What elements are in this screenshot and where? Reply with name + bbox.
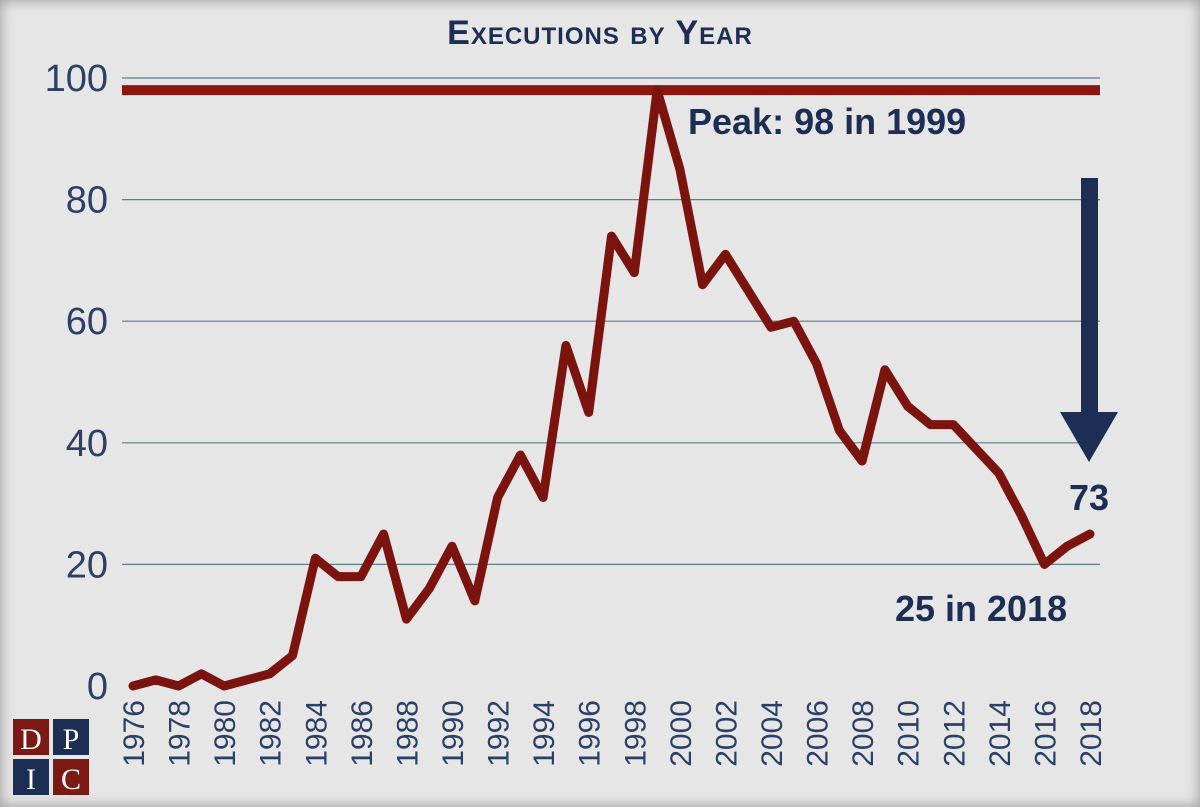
x-tick-label: 2012 xyxy=(938,700,971,767)
y-tick-label: 20 xyxy=(66,544,108,586)
x-tick-label: 1980 xyxy=(209,700,242,767)
y-tick-label: 100 xyxy=(45,58,108,100)
logo-letter-i: I xyxy=(26,763,36,796)
x-tick-label: 1982 xyxy=(255,700,288,767)
x-axis-ticks: 1976 1978 1980 1982 1984 1986 1988 1990 1992 1994… xyxy=(118,700,1108,767)
x-tick-label: 1990 xyxy=(437,700,470,767)
x-tick-label: 2016 xyxy=(1029,700,1062,767)
y-tick-label: 80 xyxy=(66,180,108,222)
x-tick-label: 2000 xyxy=(665,700,698,767)
current-annotation: 25 in 2018 xyxy=(895,588,1067,629)
x-tick-label: 2008 xyxy=(847,700,880,767)
series-layer xyxy=(128,85,1095,691)
decline-arrow-icon xyxy=(1060,178,1118,462)
y-tick-label: 0 xyxy=(87,666,108,708)
logo-letter-d: D xyxy=(20,723,42,756)
x-tick-label: 1998 xyxy=(619,700,652,767)
x-tick-label: 2018 xyxy=(1075,700,1108,767)
x-tick-label: 2014 xyxy=(984,700,1017,767)
gridlines xyxy=(122,77,1100,566)
x-tick-label: 2010 xyxy=(893,700,926,767)
dpic-logo: D P I C xyxy=(13,719,89,796)
x-tick-label: 1992 xyxy=(483,700,516,767)
x-tick-label: 2004 xyxy=(756,700,789,767)
logo-letter-p: P xyxy=(63,723,80,756)
x-tick-label: 1994 xyxy=(528,700,561,767)
y-tick-label: 60 xyxy=(66,301,108,343)
x-tick-label: 1988 xyxy=(391,700,424,767)
logo-letter-c: C xyxy=(61,763,81,796)
x-tick-label: 2002 xyxy=(710,700,743,767)
y-axis-ticks: 0 20 40 60 80 100 xyxy=(45,58,108,708)
x-tick-label: 1984 xyxy=(300,700,333,767)
y-tick-label: 40 xyxy=(66,423,108,465)
x-tick-label: 1986 xyxy=(346,700,379,767)
decline-annotation: 73 xyxy=(1069,477,1109,518)
x-tick-label: 1996 xyxy=(574,700,607,767)
x-tick-label: 1978 xyxy=(164,700,197,767)
annotations: Peak: 98 in 1999 25 in 2018 73 xyxy=(688,101,1118,629)
peak-annotation: Peak: 98 in 1999 xyxy=(688,101,966,142)
chart-title: Executions by Year xyxy=(447,14,753,52)
x-tick-label: 2006 xyxy=(802,700,835,767)
x-tick-label: 1976 xyxy=(118,700,151,767)
